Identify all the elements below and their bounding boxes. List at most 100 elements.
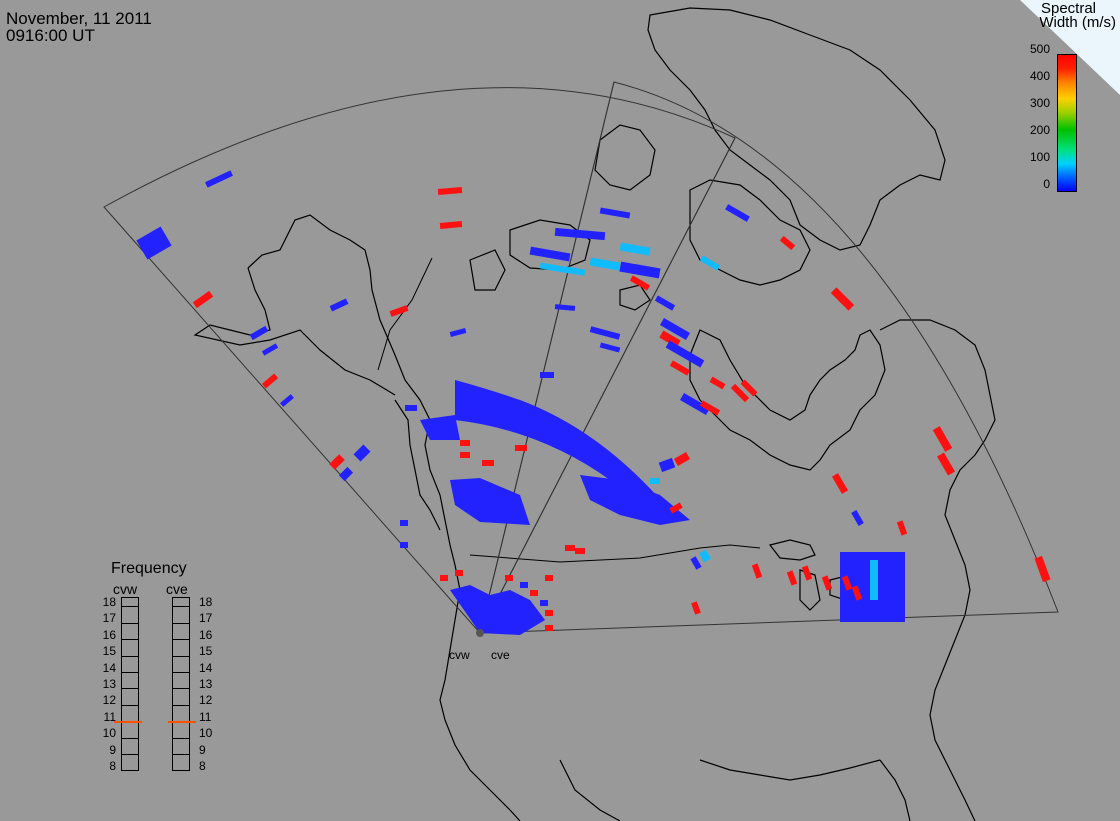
radar-echo-cell (650, 478, 660, 484)
colorbar-units: Width (m/s) (1039, 14, 1116, 31)
radar-echo-cell (280, 394, 294, 407)
radar-site-label-cve: cve (491, 648, 510, 662)
colorbar-title: Spectral (1040, 0, 1096, 17)
frequency-gauge-cell (122, 704, 138, 706)
frequency-gauge-cell (122, 754, 138, 755)
radar-echo-cell (699, 549, 711, 563)
radar-echo-cell (192, 290, 214, 309)
frequency-gauge-cell (122, 672, 138, 673)
radar-echo-cell (619, 242, 651, 256)
frequency-gauge-cell (122, 688, 138, 690)
colorbar-tick: 500 (1029, 42, 1050, 56)
frequency-title: Frequency (111, 560, 187, 577)
coastline-bc (394, 399, 441, 531)
radar-fov (103, 81, 1059, 634)
frequency-marker-cvw (114, 721, 142, 724)
radar-echo-cell (725, 204, 750, 222)
radar-echo-cell (589, 257, 621, 271)
frequency-scale-label: 9 (199, 742, 206, 757)
radar-echo-cell (545, 625, 553, 631)
frequency-gauge-cve (172, 597, 190, 771)
coastline-baffin (689, 179, 811, 286)
radar-echo-band (455, 380, 665, 520)
fov-edge-1 (479, 137, 736, 634)
coastline-arctic-islands (594, 124, 656, 191)
frequency-gauge-cell (173, 754, 189, 755)
radar-echo-cell (691, 601, 701, 615)
radar-echo-cell (505, 575, 513, 581)
radar-echo-cell (599, 342, 621, 353)
radar-echo-cell (821, 575, 833, 591)
radar-echo-cell (482, 460, 494, 466)
radar-echo-cell (520, 582, 528, 588)
frequency-scale-label: 11 (199, 709, 212, 724)
coastline-mexico (559, 759, 621, 821)
radar-echo-cell (699, 400, 721, 416)
frequency-scale-label: 15 (102, 644, 116, 659)
frequency-scale-label: 10 (102, 726, 116, 741)
frequency-scale-label: 14 (199, 660, 213, 675)
radar-echo-cell (659, 330, 681, 348)
radar-echo-cell (515, 445, 527, 451)
radar-echo-cell (575, 548, 585, 554)
frequency-scale-label: 18 (199, 595, 213, 609)
frequency-scale-label: 18 (102, 595, 116, 609)
radar-echo-cell (690, 556, 702, 570)
fov-outline-cve (479, 81, 1059, 634)
frequency-scale-label: 16 (102, 627, 116, 642)
frequency-gauge-cell (122, 737, 138, 739)
radar-echo-cell (709, 376, 726, 390)
frequency-scale-label: 8 (109, 759, 116, 773)
colorbar-tick: 100 (1029, 150, 1050, 164)
radar-site-marker (476, 629, 484, 637)
radar-echo-cell (460, 452, 470, 458)
frequency-gauge-cell (173, 672, 189, 673)
frequency-scale-label: 17 (102, 611, 116, 626)
radar-echo-cell (896, 520, 908, 536)
radar-echo-cell (261, 343, 279, 356)
radar-echo-cell (554, 227, 606, 241)
radar-echo-cell (455, 570, 463, 576)
coastline-labrador (879, 319, 996, 821)
frequency-gauge-cell (173, 688, 189, 690)
frequency-gauge-cell (173, 655, 189, 657)
colorbar-tick: 0 (1043, 177, 1050, 191)
radar-echo-cell (405, 405, 417, 411)
radar-echo-cell (338, 466, 354, 482)
frequency-scale-label: 11 (103, 709, 116, 724)
coastline-banks-island (469, 249, 506, 291)
radar-echo-cell (665, 340, 705, 368)
coastline-southampton (619, 284, 651, 311)
radar-echo-cell (937, 452, 955, 476)
radar-echo-band (450, 585, 545, 635)
frequency-gauge-cell (122, 606, 138, 608)
coastline-alaska-peninsula (193, 267, 396, 396)
radar-echo-cell (564, 266, 586, 276)
frequency-scale-label: 13 (199, 677, 213, 691)
radar-echo-cell (353, 444, 371, 462)
radar-echo-cell (529, 246, 571, 262)
colorbar-tick: 200 (1029, 123, 1050, 137)
plot-date: November, 11 2011 (6, 9, 152, 28)
plot-time: 0916:00 UT (6, 26, 95, 45)
radar-echo-cell (932, 426, 953, 452)
frequency-gauge-cell (173, 622, 189, 624)
frequency-gauge-cell (122, 639, 138, 641)
alaska-canada-border (377, 257, 433, 371)
radar-echo-cell (629, 275, 651, 291)
colorbar-tick: 300 (1029, 96, 1050, 110)
radar-echo-cell (669, 502, 683, 514)
political-boundaries (377, 257, 761, 563)
radar-echo-cell (680, 393, 710, 415)
frequency-label-cve: cve (166, 581, 188, 597)
radar-echo-cell (400, 520, 408, 526)
radar-echo-cell (449, 328, 467, 337)
coastline-hudson-bay (689, 329, 886, 471)
radar-echo-cell (439, 221, 463, 229)
coastline-alaska (247, 214, 481, 631)
radar-echo-cell (440, 575, 448, 581)
radar-echo-cell (831, 473, 849, 494)
radar-echo-cell (530, 590, 538, 596)
